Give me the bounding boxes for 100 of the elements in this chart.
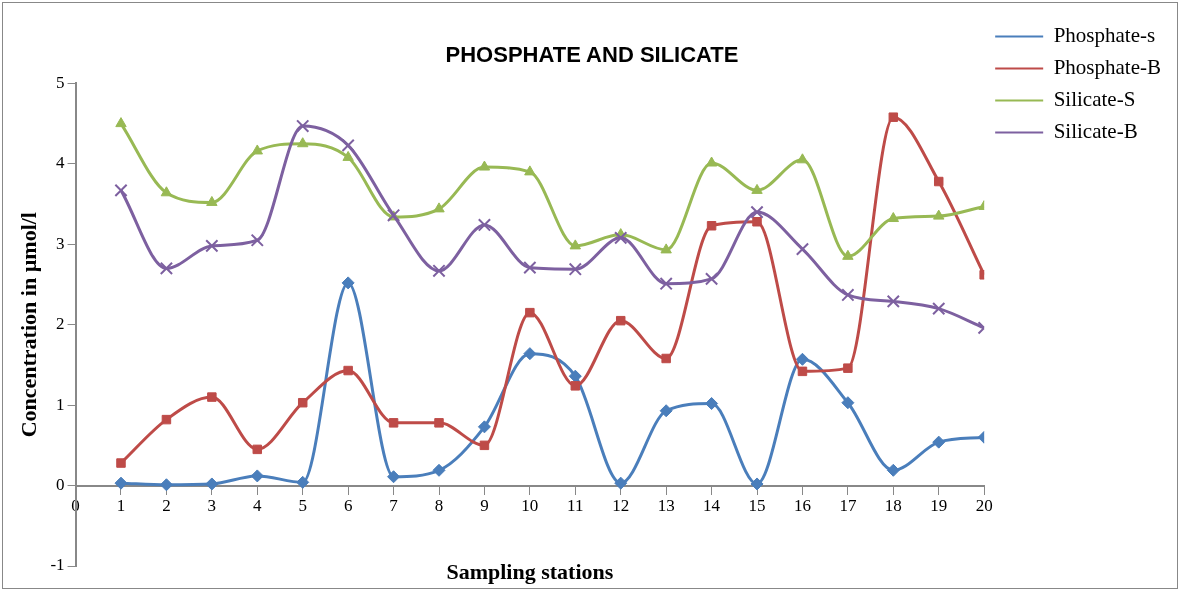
point: [250, 233, 264, 247]
point: [205, 239, 219, 253]
point: [842, 249, 854, 260]
point: [614, 476, 628, 490]
point: [116, 458, 126, 468]
legend-label: Silicate-S: [1053, 87, 1136, 112]
x-tick-label: 16: [793, 496, 811, 516]
point: [751, 183, 763, 194]
point: [796, 153, 809, 164]
x-axis-title: Sampling stations: [446, 558, 614, 584]
point: [659, 404, 673, 418]
point: [797, 366, 808, 377]
x-tick-label: 11: [567, 496, 584, 516]
point: [750, 477, 764, 491]
point: [114, 183, 128, 198]
point: [659, 277, 673, 291]
point: [705, 397, 719, 411]
point: [296, 475, 310, 489]
point: [750, 205, 764, 219]
x-tick-label: 3: [207, 496, 217, 516]
point: [252, 444, 263, 455]
point: [568, 262, 582, 276]
point: [251, 144, 263, 155]
point: [932, 301, 946, 316]
point: [477, 218, 492, 232]
point: [433, 202, 445, 213]
point: [660, 243, 672, 254]
x-tick-label: 14: [703, 496, 721, 516]
x-tick-label: 20: [975, 496, 993, 516]
point: [387, 470, 401, 484]
point: [933, 209, 945, 220]
point: [843, 363, 853, 373]
y-tick-label: 2: [56, 314, 65, 334]
point: [841, 396, 855, 410]
y-tick-label: -1: [50, 555, 65, 575]
x-tick-label: 2: [162, 496, 171, 516]
y-tick-label: 4: [56, 153, 66, 173]
point: [432, 463, 446, 477]
y-tick-label: 1: [56, 394, 65, 414]
x-tick-label: 18: [884, 496, 902, 516]
point: [795, 242, 810, 256]
x-tick-label: 4: [253, 496, 263, 516]
point: [932, 435, 946, 449]
x-tick-label: 10: [521, 496, 539, 516]
point: [934, 176, 944, 187]
point: [297, 397, 308, 408]
point: [568, 369, 582, 383]
point: [432, 264, 446, 278]
point: [886, 294, 900, 309]
legend-label: Silicate-B: [1053, 119, 1138, 144]
x-tick-label: 1: [116, 496, 126, 516]
point: [524, 165, 536, 176]
point: [205, 477, 219, 491]
point: [341, 276, 355, 290]
point: [841, 288, 855, 302]
legend-label: Phosphate-s: [1053, 23, 1156, 48]
point: [161, 414, 172, 425]
y-tick-label: 0: [56, 475, 65, 495]
point: [888, 112, 899, 122]
point: [614, 231, 628, 245]
point: [159, 261, 174, 276]
point: [795, 352, 809, 366]
y-tick-label: 5: [56, 72, 65, 92]
point: [661, 353, 671, 364]
x-tick-label: 5: [298, 496, 307, 516]
x-tick-label: 7: [389, 496, 399, 516]
point: [206, 195, 218, 206]
y-axis-title: Concentration in µmol/l: [15, 212, 41, 438]
point: [434, 418, 444, 428]
point: [705, 156, 718, 167]
point: [525, 307, 535, 318]
point: [886, 463, 900, 477]
x-tick-label: 13: [657, 496, 675, 516]
point: [523, 347, 537, 361]
x-tick-label: 6: [343, 496, 353, 516]
point: [704, 272, 719, 286]
point: [296, 119, 310, 133]
point: [342, 150, 354, 161]
y-tick-label: 3: [56, 233, 65, 253]
point: [159, 478, 173, 492]
x-tick-label: 17: [839, 496, 857, 516]
legend-label: Phosphate-B: [1053, 55, 1161, 80]
point: [343, 365, 353, 376]
point: [570, 381, 581, 391]
point: [388, 418, 399, 428]
point: [615, 315, 626, 326]
chart-title: PHOSPHATE AND SILICATE: [445, 42, 739, 68]
point: [478, 160, 491, 171]
point: [887, 212, 900, 223]
x-tick-label: 19: [930, 496, 948, 516]
point: [479, 440, 490, 451]
point: [250, 469, 264, 483]
x-tick-label: 8: [434, 496, 444, 516]
x-tick-label: 9: [480, 496, 489, 516]
point: [752, 217, 762, 227]
point: [706, 221, 717, 231]
point: [207, 392, 217, 402]
x-tick-label: 15: [748, 496, 766, 516]
point: [569, 239, 581, 250]
point: [115, 117, 127, 128]
